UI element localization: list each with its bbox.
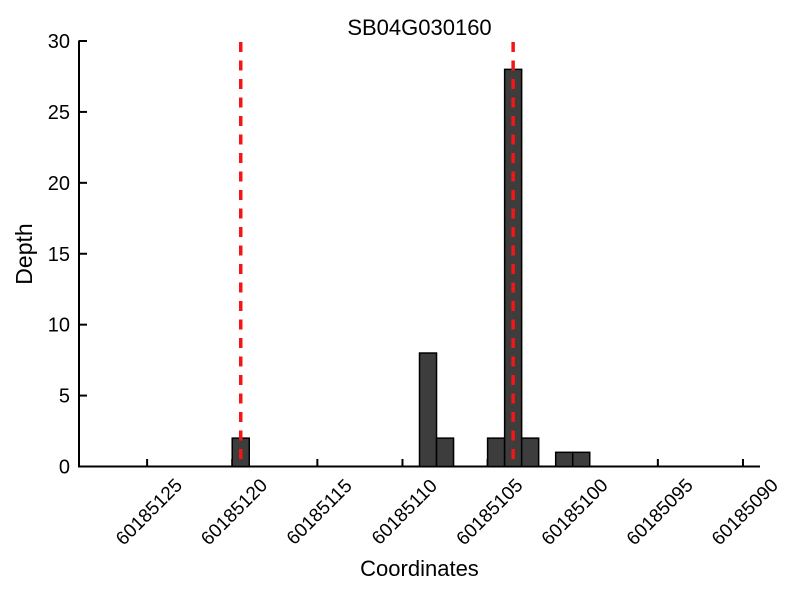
bars-group (231, 68, 591, 468)
x-tick-label: 60185100 (538, 475, 613, 550)
depth-bar (554, 451, 574, 468)
depth-bar (435, 437, 455, 468)
y-tick-label: 20 (48, 173, 70, 195)
depth-bar (418, 352, 438, 468)
depth-bar (486, 437, 506, 468)
y-tick-label: 30 (48, 31, 70, 53)
y-axis-label: Depth (11, 223, 37, 284)
vlines-group (238, 42, 515, 466)
chart-title: SB04G030160 (347, 15, 491, 40)
y-tick-label: 5 (59, 386, 70, 408)
x-tick-label: 60185110 (368, 476, 442, 550)
x-axis-label: Coordinates (360, 556, 479, 581)
x-tick-label: 60185105 (453, 475, 528, 550)
x-tick-label: 60185125 (112, 475, 187, 550)
x-tick-label: 60185095 (623, 475, 698, 550)
y-tick-label: 15 (48, 244, 70, 266)
y-tick-label: 10 (48, 315, 70, 337)
x-tick-label: 60185120 (197, 475, 272, 550)
depth-bar (571, 451, 591, 468)
ticks-group: 60185125 60185120 60185115 60185110 60185105… (48, 31, 783, 550)
y-tick-label: 0 (59, 457, 70, 479)
y-tick-label: 25 (48, 102, 70, 124)
x-tick-label: 60185115 (283, 476, 357, 550)
depth-bar (520, 437, 540, 468)
x-tick-label: 60185090 (708, 475, 783, 550)
